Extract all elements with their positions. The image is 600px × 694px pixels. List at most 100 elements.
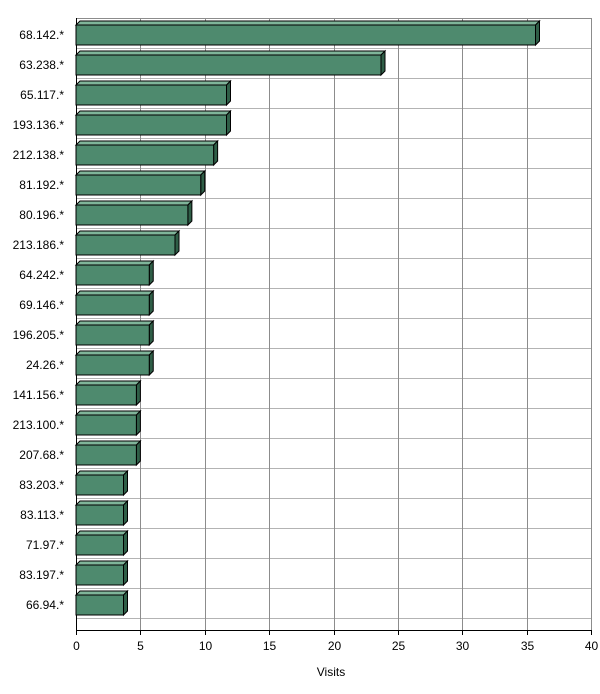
bar-side-face — [123, 559, 128, 587]
bar-top-face — [74, 140, 219, 146]
bar-top-face — [74, 350, 155, 356]
category-label: 24.26.* — [26, 358, 64, 372]
category-label: 66.94.* — [26, 598, 64, 612]
x-tick-label: 15 — [263, 639, 277, 653]
bar — [74, 559, 129, 587]
bar-top-face — [74, 500, 129, 506]
grid-lines — [76, 18, 592, 630]
bar-side-face — [123, 529, 128, 557]
bar-side-face — [123, 469, 128, 497]
category-label: 213.100.* — [13, 418, 65, 432]
x-tick-label: 5 — [137, 639, 144, 653]
bar-side-face — [135, 409, 141, 437]
category-label: 212.138.* — [13, 148, 65, 162]
bar-top-face — [74, 200, 194, 206]
bar-front-face — [75, 354, 150, 376]
bar — [74, 199, 194, 227]
bar — [74, 49, 387, 77]
bar-top-face — [74, 290, 155, 296]
bar-top-face — [74, 80, 232, 86]
bar-side-face — [148, 289, 154, 317]
bar-top-face — [74, 260, 155, 266]
bar-front-face — [75, 534, 124, 556]
bar-front-face — [75, 294, 150, 316]
bar — [74, 409, 142, 437]
bar-front-face — [75, 54, 382, 76]
bar-side-face — [380, 49, 386, 77]
bar-front-face — [75, 144, 215, 166]
bar — [74, 349, 155, 377]
category-label: 63.238.* — [19, 58, 64, 72]
x-axis-title: Visits — [317, 665, 345, 679]
bar-top-face — [74, 320, 155, 326]
bar-side-face — [174, 229, 180, 257]
bar-top-face — [74, 470, 129, 476]
category-label: 193.136.* — [13, 118, 65, 132]
bar-top-face — [74, 440, 142, 446]
bar — [74, 229, 181, 257]
bar — [74, 379, 142, 407]
bar — [74, 109, 232, 137]
x-tick-label: 30 — [456, 639, 470, 653]
bar-side-face — [213, 139, 219, 167]
category-label: 83.197.* — [19, 568, 64, 582]
category-label: 64.242.* — [19, 268, 64, 282]
bar-front-face — [75, 414, 137, 436]
bar-side-face — [135, 379, 141, 407]
bar-side-face — [135, 439, 141, 467]
bar-front-face — [75, 114, 227, 136]
bar — [74, 439, 142, 467]
bar-front-face — [75, 444, 137, 466]
bar-side-face — [187, 199, 193, 227]
bar-top-face — [74, 20, 541, 26]
bar-side-face — [200, 169, 206, 197]
bar-top-face — [74, 560, 129, 566]
bar-top-face — [74, 170, 206, 176]
category-label: 69.146.* — [19, 298, 64, 312]
bar — [74, 79, 232, 107]
x-tick-label: 20 — [328, 639, 342, 653]
bar — [74, 499, 129, 527]
bar-front-face — [75, 474, 124, 496]
bar-side-face — [148, 319, 154, 347]
category-label: 71.97.* — [26, 538, 64, 552]
x-tick-label: 25 — [392, 639, 406, 653]
bar-front-face — [75, 264, 150, 286]
bar-front-face — [75, 174, 202, 196]
category-label: 83.113.* — [20, 508, 64, 522]
x-tick-label: 10 — [199, 639, 213, 653]
bar — [74, 139, 219, 167]
bar-front-face — [75, 324, 150, 346]
category-label: 80.196.* — [19, 208, 64, 222]
bars — [74, 19, 541, 617]
category-label: 81.192.* — [19, 178, 64, 192]
category-label: 68.142.* — [19, 28, 64, 42]
bar-top-face — [74, 590, 129, 596]
x-tick-label: 35 — [521, 639, 535, 653]
category-label: 65.117.* — [20, 88, 64, 102]
category-label: 196.205.* — [13, 328, 65, 342]
bar-side-face — [148, 259, 154, 287]
bar-top-face — [74, 410, 142, 416]
bar-front-face — [75, 384, 137, 406]
bar-side-face — [123, 499, 128, 527]
bar-top-face — [74, 110, 232, 116]
x-tick-label: 0 — [73, 639, 80, 653]
bar-side-face — [148, 349, 154, 377]
bar-side-face — [226, 109, 231, 137]
bar — [74, 259, 155, 287]
bar — [74, 289, 155, 317]
bar-top-face — [74, 530, 129, 536]
bar-front-face — [75, 204, 189, 226]
bar-front-face — [75, 84, 227, 106]
bar-top-face — [74, 50, 387, 56]
bar-top-face — [74, 230, 181, 236]
bar-top-face — [74, 380, 142, 386]
bar — [74, 319, 155, 347]
category-label: 83.203.* — [19, 478, 64, 492]
category-labels: 68.142.* 63.238.* 65.117.* 193.136.* 212.138… — [13, 28, 65, 612]
category-label: 207.68.* — [19, 448, 64, 462]
x-tick-label: 40 — [585, 639, 599, 653]
bar-front-face — [75, 504, 124, 526]
